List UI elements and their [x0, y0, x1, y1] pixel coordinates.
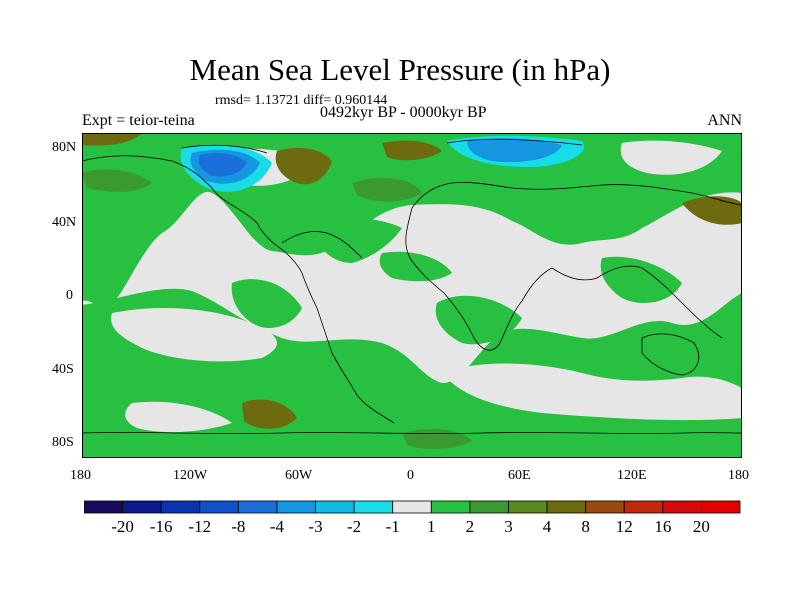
coastlines: [82, 138, 742, 434]
lat-tick-80n: 80N: [52, 140, 77, 155]
colorbar-label: 12: [615, 517, 633, 536]
colorbar-label: -20: [111, 517, 134, 536]
lat-tick-40n: 40N: [52, 215, 77, 230]
colorbar-box-11: [508, 500, 548, 514]
colorbar-box-6: [315, 500, 355, 514]
colorbar-label: -16: [149, 517, 173, 536]
map-frame: [82, 133, 742, 458]
colorbar-box-12: [546, 500, 587, 514]
colorbar-box-4: [237, 500, 278, 514]
lon-tick-180w: 180: [70, 468, 91, 483]
colorbar-label: 8: [581, 517, 590, 536]
contour-plus-3-8: [82, 133, 742, 429]
lat-tick-80s: 80S: [52, 435, 74, 450]
colorbar-box-13: [585, 500, 625, 514]
colorbar-box-7: [353, 500, 394, 514]
colorbar-label: -3: [308, 517, 323, 536]
colorbar-box-15: [662, 500, 702, 514]
chart-title: Mean Sea Level Pressure (in hPa): [189, 52, 611, 87]
colorbar-label: -8: [231, 517, 246, 536]
lon-tick-120e: 120E: [617, 468, 647, 483]
contour-minus1-plus1: [111, 140, 742, 433]
colorbar-box-16: [701, 500, 741, 514]
lat-tick-0: 0: [66, 288, 73, 303]
colorbar-label: 1: [427, 517, 436, 536]
season-label: ANN: [707, 112, 742, 129]
colorbar-box-3: [199, 500, 239, 514]
lon-tick-60w: 60W: [285, 468, 313, 483]
lon-tick-60e: 60E: [508, 468, 531, 483]
colorbar-box-0: [84, 500, 123, 514]
colorbar-box-2: [160, 500, 201, 514]
experiment-label: Expt = teior-teina: [82, 112, 195, 129]
colorbar-box-14: [623, 500, 664, 514]
colorbar-label: 4: [542, 517, 552, 536]
period-label: 0492kyr BP - 0000kyr BP: [320, 104, 487, 121]
colorbar-label: -1: [385, 517, 400, 536]
colorbar-label: 16: [654, 517, 672, 536]
colorbar-box-5: [276, 500, 316, 514]
rmsd-diff-stats: rmsd= 1.13721 diff= 0.960144: [215, 93, 388, 108]
pressure-difference-map: [82, 133, 742, 458]
colorbar-box-1: [122, 500, 162, 514]
colorbar-box-10: [469, 500, 509, 514]
colorbar-box-9: [430, 500, 471, 514]
contour-minus-4-8: [198, 153, 247, 177]
lon-tick-0: 0: [407, 468, 414, 483]
colorbar-label: 2: [465, 517, 475, 536]
colorbar: [84, 500, 741, 514]
lon-tick-120w: 120W: [173, 468, 208, 483]
colorbar-box-8: [392, 500, 432, 514]
colorbar-label: -12: [188, 517, 212, 536]
colorbar-label: -2: [347, 517, 362, 536]
colorbar-label: 3: [504, 517, 513, 536]
colorbar-label: -4: [269, 517, 285, 536]
colorbar-label: 20: [692, 517, 710, 536]
contour-plus-2-3: [82, 169, 472, 450]
lat-tick-40s: 40S: [52, 362, 74, 377]
lon-tick-180e: 180: [728, 468, 749, 483]
